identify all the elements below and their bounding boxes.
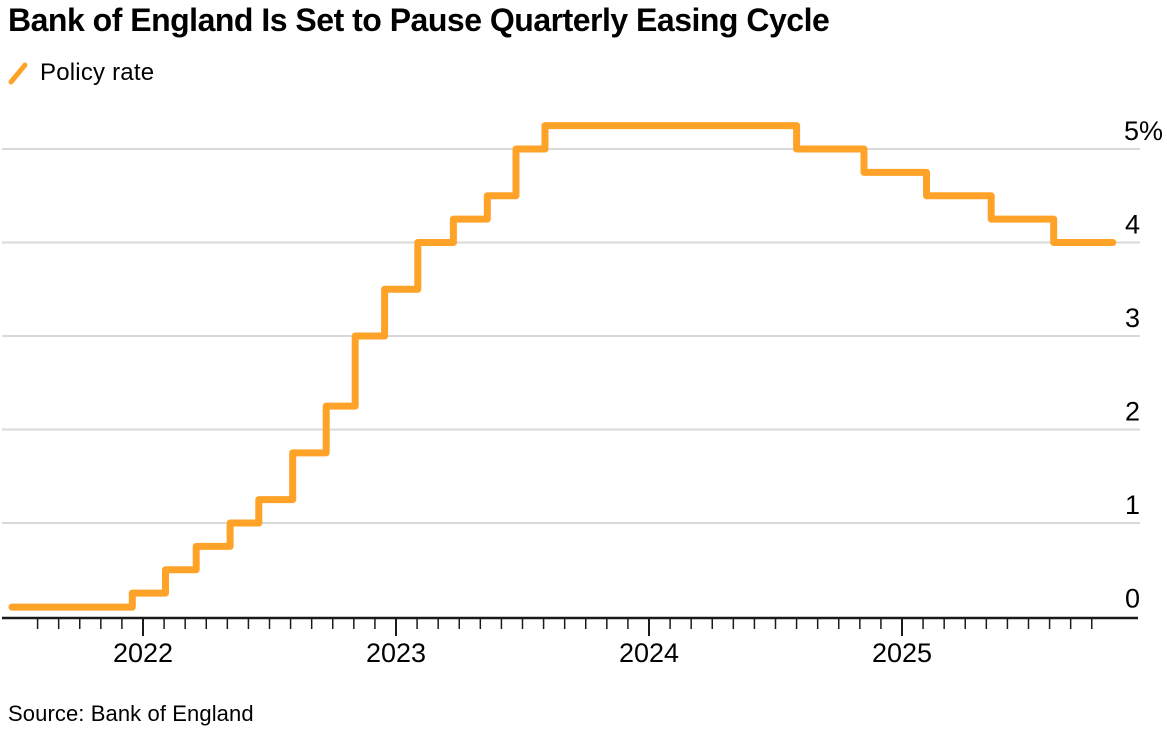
y-axis-label: 0: [1125, 584, 1140, 614]
y-axis-label: 5%: [1124, 116, 1163, 146]
x-axis-year-label: 2023: [366, 638, 426, 668]
y-axis-label: 1: [1125, 490, 1140, 520]
y-axis-label: 2: [1125, 397, 1140, 427]
policy-rate-line-icon: [8, 62, 28, 84]
legend-label: Policy rate: [40, 59, 155, 86]
policy-rate-step-line: [8, 122, 1117, 611]
y-axis-label: 4: [1125, 210, 1140, 240]
x-axis-year-label: 2024: [619, 638, 679, 668]
chart-title: Bank of England Is Set to Pause Quarterl…: [8, 2, 830, 38]
x-axis-year-label: 2025: [872, 638, 932, 668]
x-axis-year-label: 2022: [113, 638, 173, 668]
source-note: Source: Bank of England: [8, 701, 254, 726]
y-axis-label: 3: [1125, 303, 1140, 333]
legend: Policy rate: [8, 59, 154, 87]
